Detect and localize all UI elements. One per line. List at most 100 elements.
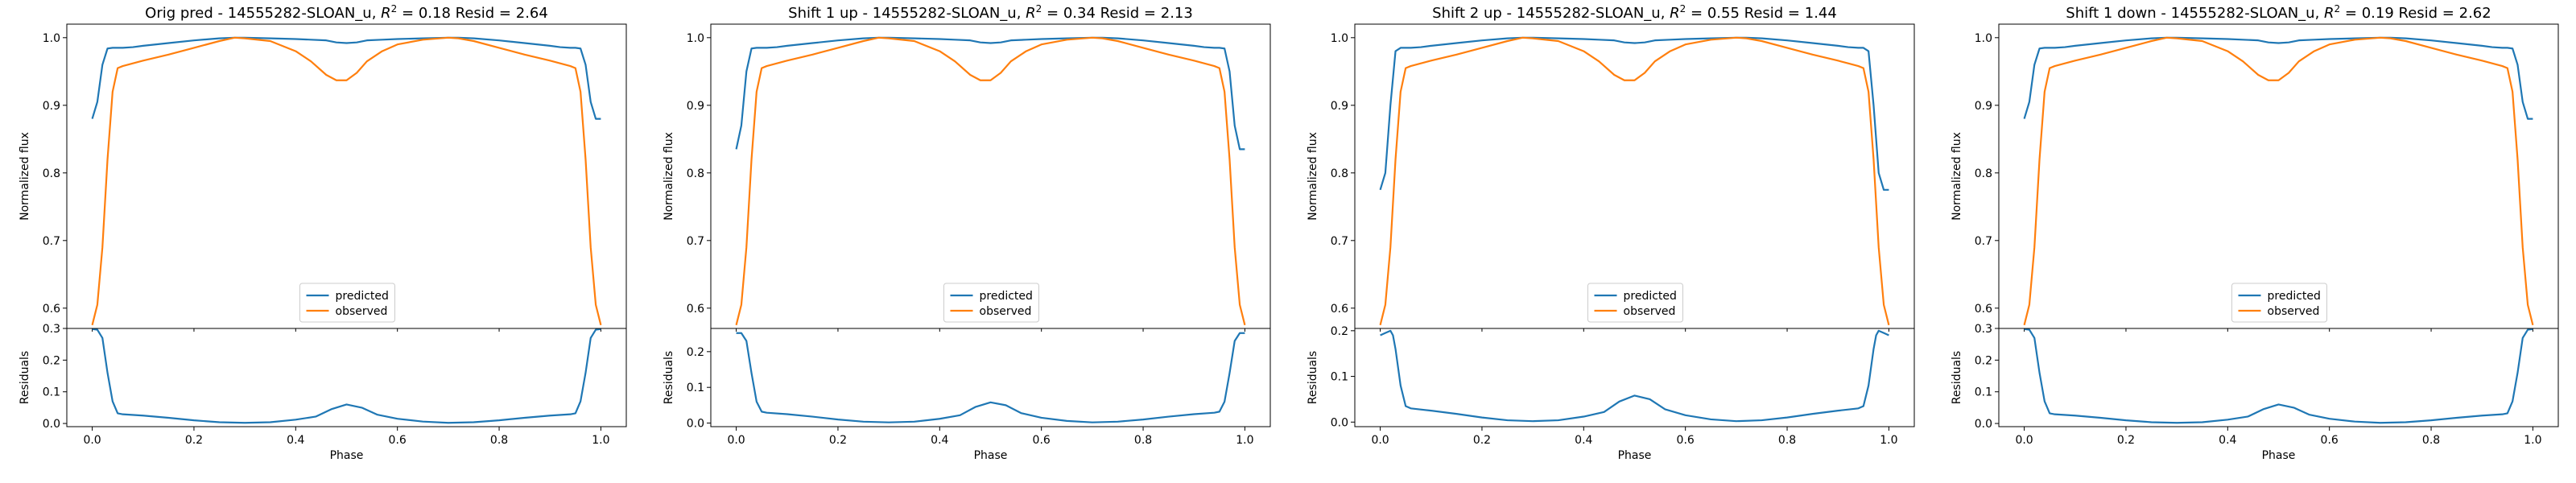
chart-panel-2: Shift 1 up - 14555282-SLOAN_u, R2 = 0.34… bbox=[663, 3, 1271, 462]
flux-ylabel: Normalized flux bbox=[19, 132, 31, 221]
title-r-symbol: R bbox=[1026, 5, 1036, 22]
flux-ytick-label: 0.7 bbox=[1331, 235, 1348, 248]
flux-ytick-label: 0.9 bbox=[1975, 100, 1992, 113]
flux-ytick-label: 0.8 bbox=[1975, 167, 1992, 180]
residual-line bbox=[736, 332, 1245, 423]
flux-ytick-label: 1.0 bbox=[1331, 32, 1348, 45]
residual-xtick-label: 0.2 bbox=[1473, 434, 1491, 447]
flux-axes-frame bbox=[710, 23, 1271, 329]
residual-ytick-label: 0.2 bbox=[1975, 354, 1992, 367]
residual-line bbox=[1380, 329, 1889, 423]
residual-ytick-label: 0.0 bbox=[43, 418, 60, 431]
flux-axes-frame bbox=[66, 23, 627, 329]
title-suffix: = 0.55 Resid = 1.44 bbox=[1686, 5, 1837, 22]
residual-xtick-label: 0.4 bbox=[1575, 434, 1592, 447]
flux-ytick-label: 1.0 bbox=[1975, 32, 1992, 45]
flux-ytick-label: 0.7 bbox=[43, 235, 60, 248]
residual-axes-frame bbox=[710, 328, 1271, 427]
flux-ytick-label: 0.9 bbox=[43, 100, 60, 113]
residual-ytick-label: 0.3 bbox=[43, 323, 60, 336]
legend-label-predicted: predicted bbox=[1624, 290, 1677, 303]
legend-label-predicted: predicted bbox=[2268, 290, 2321, 303]
residual-ytick-label: 0.1 bbox=[1975, 386, 1992, 399]
residual-xtick-label: 0.4 bbox=[287, 434, 304, 447]
title-superscript: 2 bbox=[2334, 3, 2341, 14]
residual-ytick-label: 0.0 bbox=[687, 418, 704, 431]
title-prefix: Shift 1 down - 14555282-SLOAN_u, bbox=[2066, 5, 2324, 22]
title-prefix: Shift 2 up - 14555282-SLOAN_u, bbox=[1432, 5, 1670, 22]
residual-xtick-label: 1.0 bbox=[1236, 434, 1253, 447]
flux-ytick-label: 0.7 bbox=[1975, 235, 1992, 248]
legend-label-observed: observed bbox=[1624, 305, 1676, 318]
flux-ytick-label: 0.8 bbox=[43, 167, 60, 180]
residual-axes-frame bbox=[1998, 328, 2559, 427]
residual-xtick-label: 1.0 bbox=[592, 434, 609, 447]
flux-ytick-label: 0.7 bbox=[687, 235, 704, 248]
flux-ytick-label: 1.0 bbox=[43, 32, 60, 45]
residual-xtick-label: 0.0 bbox=[1371, 434, 1389, 447]
residual-xtick-label: 0.6 bbox=[1033, 434, 1051, 447]
residual-ytick-label: 0.2 bbox=[1331, 325, 1348, 338]
legend-box bbox=[299, 283, 395, 323]
residual-ytick-label: 0.1 bbox=[687, 382, 704, 394]
chart-title: Shift 2 up - 14555282-SLOAN_u, R2 = 0.55… bbox=[1432, 3, 1837, 22]
title-r-symbol: R bbox=[2324, 5, 2334, 22]
residual-ytick-label: 0.0 bbox=[1975, 418, 1992, 431]
series-line-predicted bbox=[2023, 36, 2533, 120]
chart-panel-4: Shift 1 down - 14555282-SLOAN_u, R2 = 0.… bbox=[1951, 3, 2559, 462]
title-suffix: = 0.18 Resid = 2.64 bbox=[397, 5, 548, 22]
residual-ytick-label: 0.2 bbox=[687, 346, 704, 359]
residual-xtick-label: 0.6 bbox=[1677, 434, 1695, 447]
series-line-observed bbox=[91, 36, 602, 326]
residual-xlabel: Phase bbox=[1618, 449, 1652, 462]
residual-axes-frame bbox=[1354, 328, 1915, 427]
residual-ylabel: Residuals bbox=[663, 351, 675, 404]
residual-xlabel: Phase bbox=[974, 449, 1008, 462]
chart-panel-1: Orig pred - 14555282-SLOAN_u, R2 = 0.18 … bbox=[19, 3, 627, 462]
residual-xtick-label: 0.8 bbox=[1778, 434, 1796, 447]
residual-xtick-label: 0.6 bbox=[389, 434, 407, 447]
residual-xlabel: Phase bbox=[2262, 449, 2296, 462]
flux-axes-frame bbox=[1354, 23, 1915, 329]
title-superscript: 2 bbox=[1680, 3, 1686, 14]
residual-xtick-label: 0.2 bbox=[185, 434, 203, 447]
chart-title: Shift 1 down - 14555282-SLOAN_u, R2 = 0.… bbox=[2066, 3, 2491, 22]
chart-panel-3: Shift 2 up - 14555282-SLOAN_u, R2 = 0.55… bbox=[1307, 3, 1915, 462]
flux-ytick-label: 0.6 bbox=[43, 303, 60, 316]
chart-title: Shift 1 up - 14555282-SLOAN_u, R2 = 0.34… bbox=[788, 3, 1193, 22]
residual-xtick-label: 0.6 bbox=[2321, 434, 2339, 447]
title-r-symbol: R bbox=[381, 5, 391, 22]
residual-ytick-label: 0.2 bbox=[43, 354, 60, 367]
flux-ytick-label: 0.6 bbox=[1975, 303, 1992, 316]
residual-xtick-label: 0.2 bbox=[2117, 434, 2135, 447]
residual-xtick-label: 0.0 bbox=[83, 434, 101, 447]
series-line-predicted bbox=[735, 36, 1245, 151]
residual-xtick-label: 0.4 bbox=[931, 434, 948, 447]
flux-ytick-label: 0.9 bbox=[687, 100, 704, 113]
title-r-symbol: R bbox=[1670, 5, 1680, 22]
residual-xtick-label: 0.8 bbox=[2422, 434, 2440, 447]
title-suffix: = 0.34 Resid = 2.13 bbox=[1042, 5, 1193, 22]
legend-label-predicted: predicted bbox=[336, 290, 389, 303]
residual-ytick-label: 0.1 bbox=[1331, 371, 1348, 384]
flux-ytick-label: 0.8 bbox=[687, 167, 704, 180]
series-line-observed bbox=[1379, 36, 1890, 326]
residual-axes-frame bbox=[66, 328, 627, 427]
flux-ytick-label: 0.9 bbox=[1331, 100, 1348, 113]
legend-label-observed: observed bbox=[2268, 305, 2320, 318]
legend-label-predicted: predicted bbox=[980, 290, 1033, 303]
flux-ytick-label: 1.0 bbox=[687, 32, 704, 45]
flux-ylabel: Normalized flux bbox=[663, 132, 675, 221]
residual-xtick-label: 0.0 bbox=[2015, 434, 2033, 447]
series-line-observed bbox=[735, 36, 1246, 326]
residual-line bbox=[92, 328, 601, 424]
residual-xtick-label: 0.8 bbox=[490, 434, 508, 447]
title-superscript: 2 bbox=[391, 3, 398, 14]
title-prefix: Shift 1 up - 14555282-SLOAN_u, bbox=[788, 5, 1026, 22]
residual-xtick-label: 1.0 bbox=[1880, 434, 1897, 447]
flux-ylabel: Normalized flux bbox=[1951, 132, 1963, 221]
residual-xlabel: Phase bbox=[330, 449, 364, 462]
flux-ylabel: Normalized flux bbox=[1307, 132, 1319, 221]
flux-ytick-label: 0.6 bbox=[1331, 303, 1348, 316]
